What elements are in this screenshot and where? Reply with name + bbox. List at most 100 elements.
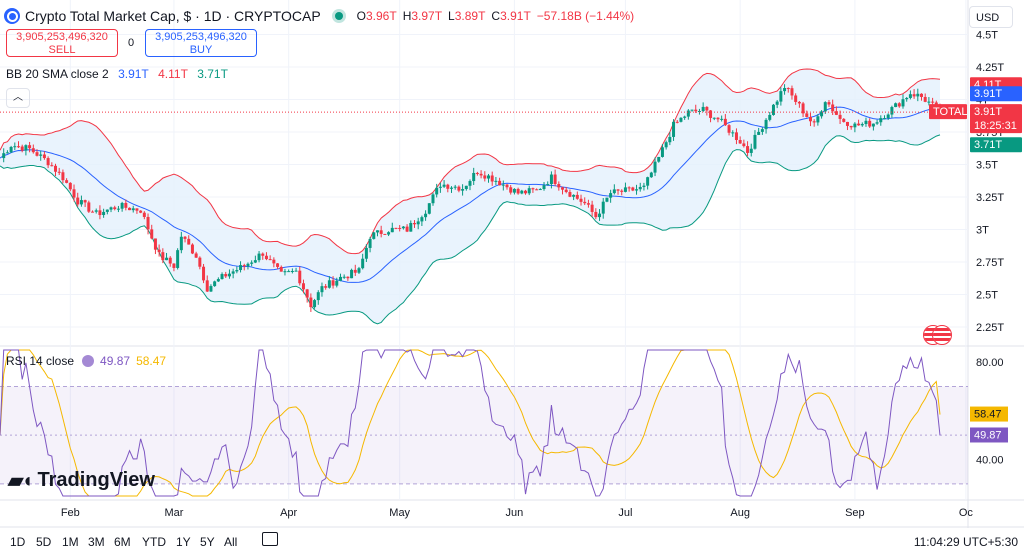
candle-body xyxy=(820,111,824,117)
candle-body xyxy=(897,103,901,107)
candle-body xyxy=(616,189,620,191)
collapse-legend-button[interactable]: ︿ xyxy=(6,88,30,108)
candle-body xyxy=(531,188,535,190)
badge-bb-lower-text: 3.71T xyxy=(974,139,1002,151)
candle-body xyxy=(65,180,69,183)
candle-body xyxy=(424,213,428,218)
badge-last-price: 3.91T 18:25:31 xyxy=(970,104,1022,134)
candle-body xyxy=(290,270,294,272)
candle-body xyxy=(198,257,202,267)
candle-body xyxy=(609,193,613,198)
candle-body xyxy=(128,207,132,211)
logo-text: TradingView xyxy=(37,469,155,491)
economic-event-flag-icon-2[interactable] xyxy=(932,325,952,345)
candle-body xyxy=(131,208,135,211)
candle-body xyxy=(327,280,331,288)
candle-body xyxy=(227,273,231,277)
price-tick-label: 2.5T xyxy=(976,290,998,302)
candle-body xyxy=(457,186,461,191)
candle-body xyxy=(882,118,886,120)
timeframe-button-6m[interactable]: 6M xyxy=(114,535,131,549)
bb-legend[interactable]: BB 20 SMA close 2 3.91T 4.11T 3.71T xyxy=(6,67,228,81)
candle-body xyxy=(575,194,579,199)
currency-select[interactable]: USD xyxy=(969,6,1013,28)
timeframe-button-1d[interactable]: 1D xyxy=(10,535,26,549)
timeframe-button-5d[interactable]: 5D xyxy=(36,535,52,549)
candle-body xyxy=(235,270,239,272)
candle-body xyxy=(372,232,376,239)
candle-body xyxy=(298,270,302,284)
candle-body xyxy=(771,104,775,115)
buy-button[interactable]: 3,905,253,496,320 BUY xyxy=(145,29,257,57)
bollinger-bands xyxy=(0,68,941,325)
timeframe-button-all[interactable]: All xyxy=(224,535,238,549)
candle-body xyxy=(390,227,394,233)
candle-body xyxy=(890,107,894,115)
candle-body xyxy=(61,172,65,181)
candle-body xyxy=(668,136,672,143)
candle-body xyxy=(653,161,657,173)
candle-body xyxy=(701,106,705,111)
badge-last-price-text: 3.91T xyxy=(974,106,1002,118)
candle-body xyxy=(927,101,931,103)
candle-body xyxy=(453,186,457,188)
timeframe-button-1m[interactable]: 1M xyxy=(62,535,79,549)
candle-body xyxy=(871,123,875,127)
calendar-icon[interactable] xyxy=(262,532,278,546)
tradingview-logo[interactable]: ▰◖ TradingView xyxy=(8,468,155,493)
candle-body xyxy=(505,184,509,188)
candle-body xyxy=(857,123,861,126)
sell-button[interactable]: 3,905,253,496,320 SELL xyxy=(6,29,118,57)
candle-body xyxy=(331,280,335,286)
timeframe-button-3m[interactable]: 3M xyxy=(88,535,105,549)
candle-body xyxy=(190,244,194,254)
bb-upper-value: 4.11T xyxy=(158,67,188,81)
candle-body xyxy=(831,104,835,112)
candle-body xyxy=(338,276,342,281)
candle-body xyxy=(568,192,572,197)
candle-body xyxy=(50,165,54,167)
timeframe-button-ytd[interactable]: YTD xyxy=(142,535,166,549)
candle-body xyxy=(516,188,520,194)
rsi-tick-label: 40.00 xyxy=(976,455,1004,467)
time-tick-label: Feb xyxy=(61,507,80,519)
candle-body xyxy=(723,118,727,126)
candle-body xyxy=(461,189,465,191)
candle-body xyxy=(35,152,39,156)
rsi-visibility-icon[interactable] xyxy=(82,355,95,367)
candle-body xyxy=(361,258,365,269)
time-tick-label: May xyxy=(389,507,410,519)
candle-body xyxy=(68,182,72,190)
candle-body xyxy=(627,187,631,189)
candle-body xyxy=(801,103,805,114)
candle-body xyxy=(76,197,80,205)
candle-body xyxy=(672,121,676,137)
candle-body xyxy=(346,276,350,279)
candle-body xyxy=(109,207,113,210)
badge-countdown-text: 18:25:31 xyxy=(974,120,1017,132)
candle-body xyxy=(642,185,646,187)
spread-value: 0 xyxy=(128,37,135,49)
rsi-legend[interactable]: RSI 14 close 49.87 58.47 xyxy=(6,354,166,368)
symbol-title[interactable]: Crypto Total Market Cap, $ · 1D · CRYPTO… xyxy=(25,8,321,24)
timeframe-button-1y[interactable]: 1Y xyxy=(176,535,191,549)
time-tick-label: Apr xyxy=(280,507,297,519)
close-label: C xyxy=(491,9,501,23)
candle-body xyxy=(72,189,76,198)
candle-body xyxy=(753,134,757,149)
badge-bb-lower: 3.71T xyxy=(970,137,1022,153)
timeframe-button-5y[interactable]: 5Y xyxy=(200,535,215,549)
candle-body xyxy=(631,187,635,191)
candle-body xyxy=(168,257,172,264)
badge-symbol-bg xyxy=(929,104,967,120)
candle-body xyxy=(309,297,313,308)
clock: 11:04:29 UTC+5:30 xyxy=(913,535,1018,549)
candle-body xyxy=(553,174,557,185)
price-tick-label: 3T xyxy=(976,225,989,237)
candle-body xyxy=(146,216,150,230)
candle-body xyxy=(520,190,524,194)
candle-body xyxy=(257,253,261,261)
candle-body xyxy=(749,148,753,153)
candle-body xyxy=(379,230,383,234)
